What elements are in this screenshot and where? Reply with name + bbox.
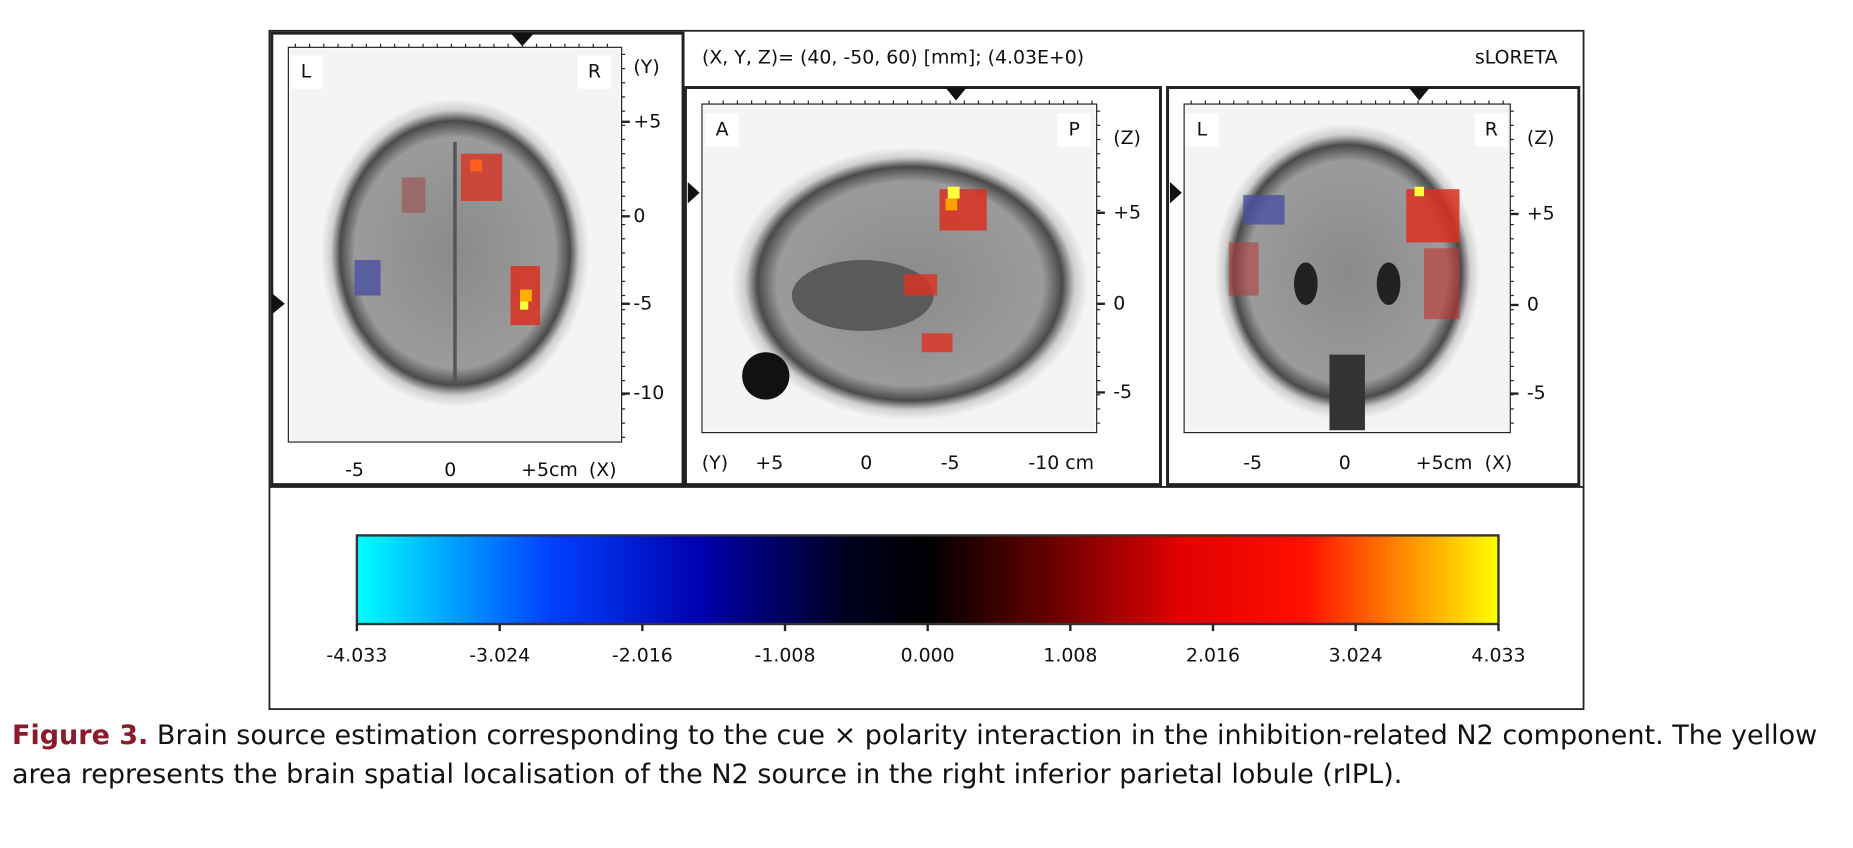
caption: Figure 3. Brain source estimation corres… (12, 716, 1842, 794)
colorbar-tick-label: 4.033 (1471, 644, 1525, 666)
y-axis-label: (Z) (1113, 127, 1141, 149)
x-axis-label: 0 (444, 459, 456, 481)
colorbar-tick-label: -1.008 (755, 644, 816, 666)
corner-label: A (716, 119, 729, 141)
corner-label-bg (577, 55, 611, 89)
corner-label: P (1069, 119, 1080, 141)
y-axis-label: -10 (633, 382, 664, 404)
x-axis-label: -10 cm (1028, 452, 1094, 474)
corner-label: L (1197, 119, 1208, 141)
corner-label-bg (289, 55, 323, 89)
corner-label-bg (705, 113, 739, 147)
colorbar-tick-label: 3.024 (1329, 644, 1383, 666)
colorbar-tick-label: 0.000 (901, 644, 955, 666)
corner-label-bg (1474, 113, 1508, 147)
y-axis-label: +5 (633, 110, 661, 132)
y-axis-label: -5 (1113, 381, 1132, 403)
frames (268, 29, 1585, 711)
x-axis-label: +5cm (1416, 452, 1473, 474)
corner-label-bg (1057, 113, 1091, 147)
sagittal-image (703, 105, 1096, 432)
markers (271, 33, 1430, 315)
coordinates: (X, Y, Z)= (40, -50, 60) [mm]; (4.03E+0) (702, 46, 1084, 68)
x-axis-label: 0 (1339, 452, 1351, 474)
corner-label: R (588, 61, 601, 83)
colorbar-tick-label: -3.024 (469, 644, 530, 666)
y-axis-label: 0 (1113, 292, 1125, 314)
y-axis-label: (Y) (633, 56, 659, 78)
figure: (X, Y, Z)= (40, -50, 60) [mm]; (4.03E+0)… (268, 29, 1585, 711)
y-axis-label: +5 (1113, 201, 1141, 223)
x-axis-label: (X) (589, 459, 617, 481)
coronal-image (1185, 105, 1510, 432)
colorbar-tick-label: -4.033 (326, 644, 387, 666)
x-axis-label: 0 (860, 452, 872, 474)
caption-label: Figure 3. (12, 720, 149, 751)
colorbar (355, 534, 1500, 626)
x-axis-label: (Y) (702, 452, 728, 474)
labels: L R -5 0 +5cm (X) (Y) +5 0 -5 -10 A P (Y) +5 0 -5 -10 cm (… (289, 43, 1555, 666)
x-axis-label: +5cm (521, 459, 578, 481)
colorbar-tick-label: -2.016 (612, 644, 673, 666)
x-axis-label: +5 (755, 452, 783, 474)
x-axis-label: (X) (1485, 452, 1513, 474)
y-axis-label: 0 (633, 205, 645, 227)
colorbar-tick-label: 2.016 (1186, 644, 1240, 666)
x-axis-label: -5 (1243, 452, 1262, 474)
y-axis-label: +5 (1527, 202, 1555, 224)
y-axis-label: 0 (1527, 293, 1539, 315)
colorbar-tick-label: 1.008 (1043, 644, 1097, 666)
axial-image (289, 48, 621, 441)
caption-text: Brain source estimation corresponding to… (12, 720, 1818, 790)
y-axis-label: -5 (1527, 382, 1546, 404)
y-axis-label: -5 (633, 292, 652, 314)
y-axis-label: (Z) (1527, 127, 1555, 149)
x-axis-label: -5 (941, 452, 960, 474)
x-axis-label: -5 (345, 459, 364, 481)
corner-label-bg (1185, 113, 1219, 147)
corner-label: R (1485, 119, 1498, 141)
corner-label: L (301, 61, 312, 83)
method: sLORETA (1475, 46, 1558, 68)
